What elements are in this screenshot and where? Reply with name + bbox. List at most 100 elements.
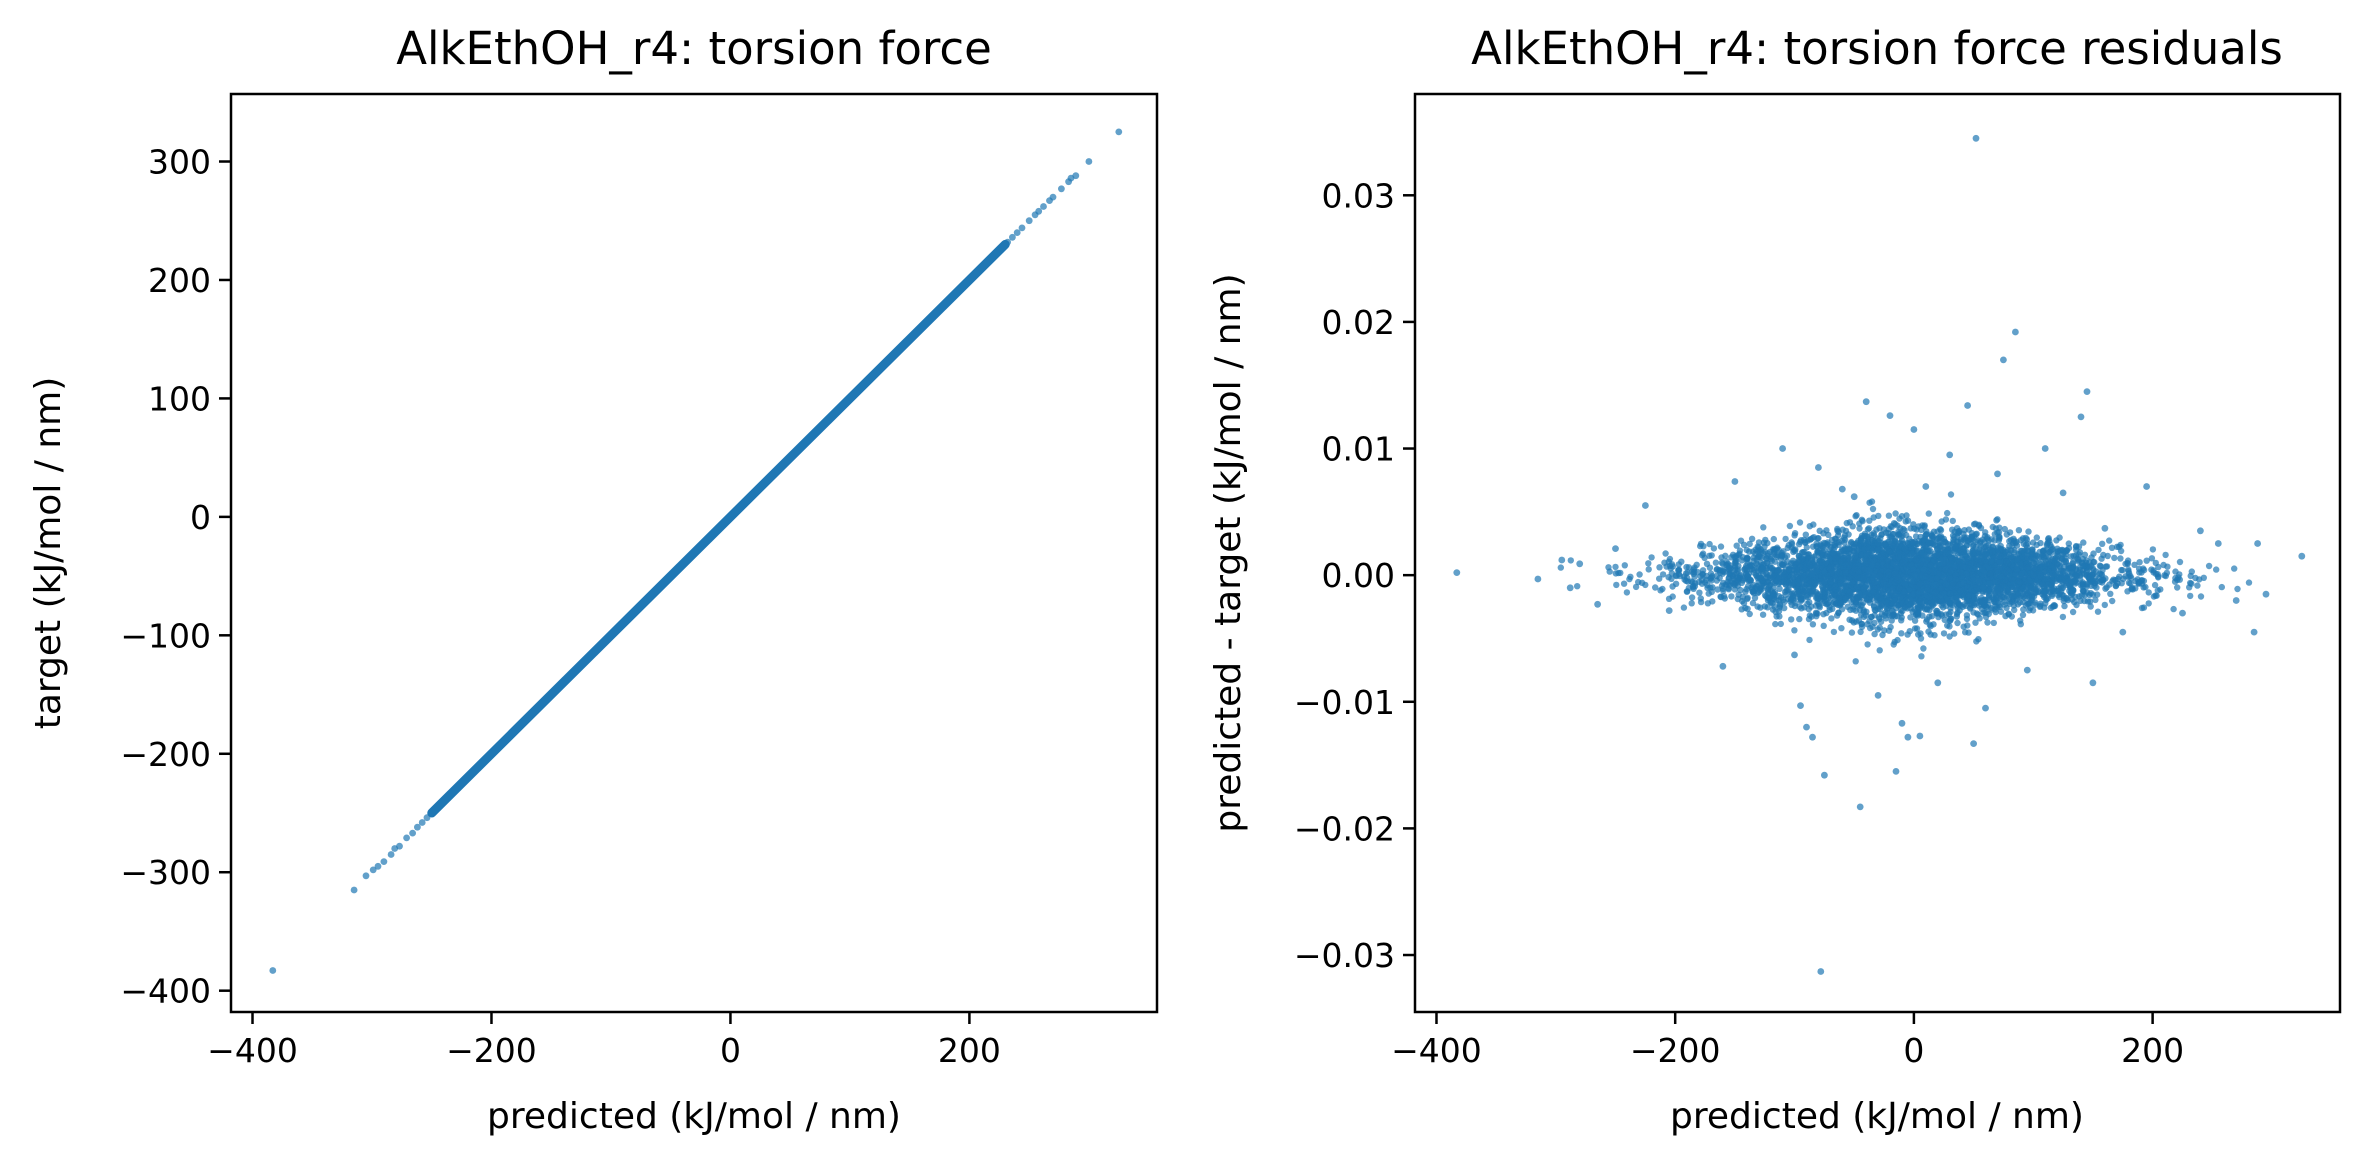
data-point	[1964, 402, 1971, 409]
data-point	[1746, 610, 1753, 618]
y-tick-label: −400	[120, 972, 211, 1011]
data-point	[1985, 537, 1992, 544]
data-point	[2018, 586, 2025, 593]
data-point	[1767, 563, 1774, 570]
data-point	[2143, 483, 2151, 490]
data-point	[1837, 580, 1844, 587]
data-point	[1944, 509, 1951, 517]
data-point	[2245, 579, 2253, 586]
data-point	[1996, 603, 2004, 610]
data-point	[2001, 525, 2009, 533]
data-point	[1732, 558, 1739, 565]
data-point	[2083, 568, 2090, 575]
data-point	[1680, 604, 1688, 611]
data-point	[1773, 613, 1780, 620]
data-point	[1842, 569, 1849, 576]
data-point	[1773, 577, 1780, 585]
data-point	[1989, 548, 1996, 555]
data-point	[1791, 651, 1798, 659]
data-point	[1766, 595, 1773, 602]
data-point	[1734, 595, 1742, 603]
data-point	[1770, 535, 1778, 543]
data-point	[2250, 628, 2258, 636]
data-point	[2012, 583, 2019, 590]
data-point	[1973, 638, 1980, 645]
data-point	[2023, 592, 2030, 599]
data-point	[1855, 542, 1862, 550]
data-point	[1567, 557, 1575, 564]
data-point	[1827, 594, 1835, 602]
data-point	[2101, 524, 2109, 532]
data-point	[1877, 553, 1884, 560]
data-point	[1932, 581, 1940, 588]
data-point	[1885, 568, 1892, 576]
data-point	[2298, 552, 2306, 560]
data-point	[350, 886, 358, 894]
data-point	[1752, 550, 1759, 557]
data-point	[1891, 553, 1898, 561]
data-point	[1863, 551, 1870, 559]
data-point	[1997, 585, 2004, 592]
data-point	[2030, 571, 2037, 579]
data-point	[2081, 597, 2088, 605]
data-point	[1942, 516, 1950, 523]
data-point	[1594, 600, 1601, 608]
data-point	[1828, 615, 1835, 622]
data-point	[1708, 552, 1715, 559]
data-point	[1574, 583, 1581, 590]
data-point	[1636, 571, 1643, 578]
data-point	[1809, 733, 1816, 741]
x-tick-label: 0	[1903, 1031, 1924, 1070]
data-point	[1957, 602, 1965, 609]
data-point	[1963, 615, 1971, 623]
data-point	[1747, 577, 1755, 584]
data-point	[1058, 185, 1065, 193]
x-tick-label: 200	[2121, 1031, 2184, 1070]
data-point	[1920, 566, 1927, 573]
data-point	[1830, 628, 1838, 636]
data-point	[2136, 559, 2143, 566]
data-point	[1808, 571, 1816, 578]
data-point	[1925, 539, 1933, 546]
data-point	[1806, 636, 1813, 644]
data-point	[1889, 584, 1897, 592]
data-point	[2075, 556, 2082, 564]
data-point	[1999, 546, 2007, 553]
data-point	[2102, 563, 2110, 570]
data-point	[2188, 580, 2195, 587]
data-point	[1721, 595, 1729, 602]
data-point	[2213, 566, 2220, 573]
data-point	[2045, 581, 2052, 588]
data-point	[2106, 537, 2113, 544]
data-point	[1745, 570, 1752, 578]
data-point	[1688, 600, 1695, 607]
data-point	[1866, 517, 1873, 524]
data-point	[2025, 528, 2032, 535]
data-point	[2089, 679, 2097, 687]
data-point	[1566, 584, 1574, 592]
data-point	[2027, 585, 2034, 592]
data-point	[2029, 539, 2037, 546]
data-point	[1829, 550, 1837, 557]
data-point	[1982, 704, 1989, 712]
data-point	[1774, 567, 1781, 574]
data-point	[1994, 516, 2001, 523]
data-point	[1665, 574, 1672, 581]
data-point	[1782, 535, 1789, 543]
data-point	[1871, 612, 1878, 619]
data-point	[1742, 564, 1750, 572]
data-point	[1965, 565, 1973, 572]
data-point	[1883, 599, 1891, 607]
data-point	[1697, 595, 1705, 602]
data-point	[1856, 803, 1864, 811]
data-point	[1776, 601, 1784, 608]
data-point	[1759, 577, 1766, 584]
data-point	[1904, 733, 1912, 741]
data-point	[2112, 582, 2119, 590]
y-axis-ticks: −0.03−0.02−0.010.000.010.020.03	[1294, 176, 1415, 975]
data-point	[2051, 585, 2058, 592]
data-point	[2028, 594, 2036, 601]
data-point	[414, 823, 421, 831]
data-point	[2138, 577, 2145, 584]
